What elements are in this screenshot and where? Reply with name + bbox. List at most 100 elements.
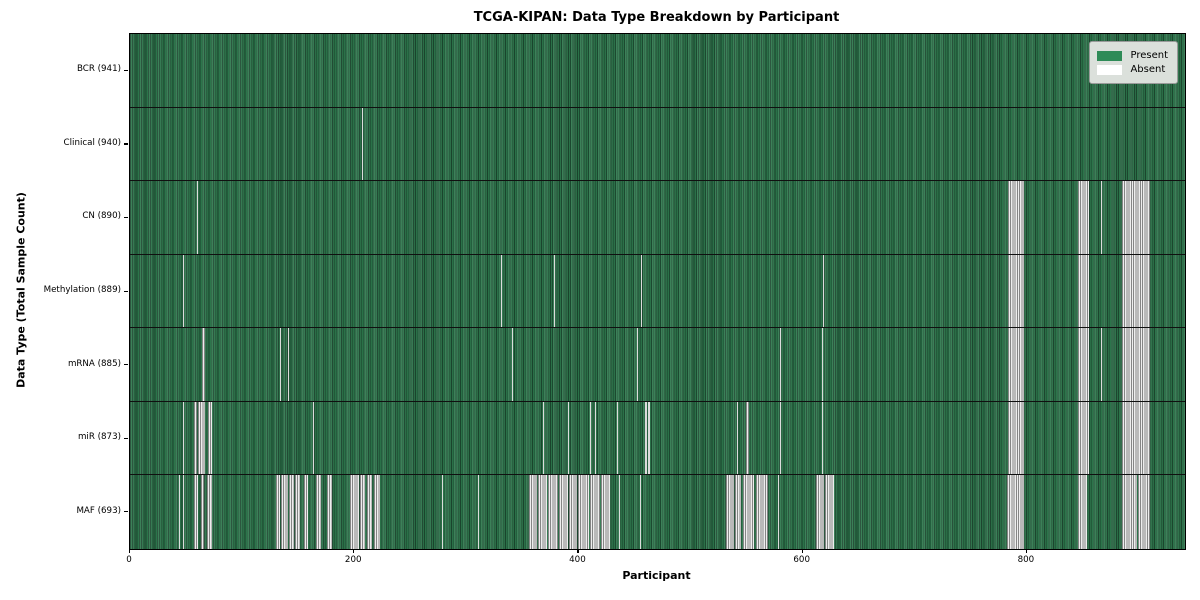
absent-stripe (1122, 401, 1151, 475)
absent-stripe (589, 401, 591, 475)
absent-stripe (289, 475, 294, 549)
absent-stripe (208, 401, 212, 475)
absent-stripe (755, 475, 768, 549)
absent-stripe (726, 475, 735, 549)
heatmap-row-mRNA (130, 328, 1185, 402)
absent-stripe (182, 475, 184, 549)
absent-stripe (327, 475, 332, 549)
absent-stripe (616, 401, 618, 475)
absent-stripe (578, 475, 589, 549)
y-tick-mark (124, 143, 128, 145)
absent-stripe (1122, 475, 1137, 549)
y-tick-mark (124, 437, 128, 439)
x-tick-label: 0 (126, 555, 132, 565)
absent-stripe (366, 475, 373, 549)
absent-stripe (374, 475, 380, 549)
heatmap-row-Methylation (130, 254, 1185, 329)
absent-stripe (644, 401, 647, 475)
absent-stripe (641, 254, 643, 328)
absent-stripe (559, 475, 569, 549)
x-tick-mark (1025, 549, 1028, 553)
y-tick-label: CN (890) (82, 211, 121, 222)
absent-stripe (735, 475, 741, 549)
y-tick-label: miR (873) (77, 432, 121, 443)
absent-stripe (618, 475, 620, 549)
legend-label: Absent (1130, 64, 1166, 75)
legend-label: Present (1130, 50, 1168, 61)
y-tick-label: Clinical (940) (63, 137, 121, 148)
absent-stripe (477, 475, 479, 549)
x-tick-label: 200 (344, 555, 362, 565)
absent-stripe (529, 475, 537, 549)
y-tick-label: MAF (693) (76, 505, 121, 516)
absent-stripe (745, 401, 749, 475)
absent-stripe (780, 328, 782, 401)
absent-stripe (1122, 254, 1151, 328)
legend-swatch-absent (1097, 64, 1123, 75)
heatmap-row-MAF (130, 475, 1185, 549)
y-tick-mark (124, 69, 128, 71)
x-tick-mark (801, 549, 803, 553)
absent-stripe (288, 328, 290, 401)
absent-stripe (1078, 254, 1089, 328)
y-tick-mark (124, 364, 128, 366)
heatmap-row-BCR (130, 34, 1185, 108)
heatmap-row-miR (130, 401, 1185, 476)
absent-stripe (294, 475, 301, 549)
y-tick-label: Methylation (889) (43, 285, 121, 295)
absent-stripe (312, 401, 314, 475)
absent-stripe (193, 475, 199, 549)
absent-stripe (589, 475, 600, 549)
absent-stripe (743, 475, 755, 549)
absent-stripe (359, 475, 366, 549)
legend-entry: Present (1097, 50, 1168, 61)
absent-stripe (1100, 181, 1103, 254)
absent-stripe (275, 475, 281, 549)
x-tick-mark (577, 549, 579, 553)
legend-swatch-present (1097, 50, 1123, 61)
absent-stripe (569, 475, 578, 549)
absent-stripe (1007, 254, 1024, 328)
absent-stripe (1078, 181, 1089, 254)
absent-stripe (200, 475, 204, 549)
absent-stripe (182, 401, 184, 475)
absent-stripe (1078, 475, 1088, 549)
absent-stripe (822, 254, 824, 328)
absent-stripe (280, 328, 282, 401)
absent-stripe (441, 475, 443, 549)
y-tick-mark (124, 216, 128, 219)
absent-stripe (1122, 328, 1151, 401)
absent-stripe (647, 401, 651, 475)
absent-stripe (362, 107, 364, 181)
legend: Present Absent (1089, 41, 1178, 84)
absent-stripe (182, 254, 184, 328)
absent-stripe (778, 475, 780, 549)
x-tick-label: 800 (1017, 555, 1035, 565)
plot-area: Present Absent (129, 33, 1186, 550)
heatmap-row-Clinical (130, 107, 1185, 182)
absent-stripe (179, 475, 181, 549)
absent-stripe (595, 401, 597, 475)
absent-stripe (198, 401, 206, 475)
y-tick-mark (124, 511, 128, 513)
absent-stripe (1007, 401, 1024, 475)
absent-stripe (1078, 401, 1089, 475)
absent-stripe (640, 475, 642, 549)
absent-stripe (821, 328, 823, 401)
legend-entry: Absent (1097, 64, 1168, 75)
heatmap-row-CN (130, 181, 1185, 255)
absent-stripe (568, 401, 570, 475)
absent-stripe (197, 181, 199, 254)
x-tick-label: 600 (793, 555, 810, 565)
absent-stripe (303, 475, 309, 549)
absent-stripe (816, 475, 824, 549)
absent-stripe (281, 475, 289, 549)
absent-stripe (1007, 181, 1024, 254)
absent-stripe (780, 401, 782, 475)
absent-stripe (1100, 328, 1103, 401)
absent-stripe (349, 475, 359, 549)
absent-stripe (316, 475, 321, 549)
absent-stripe (1007, 328, 1024, 401)
absent-stripe (636, 328, 638, 401)
absent-stripe (825, 475, 835, 549)
